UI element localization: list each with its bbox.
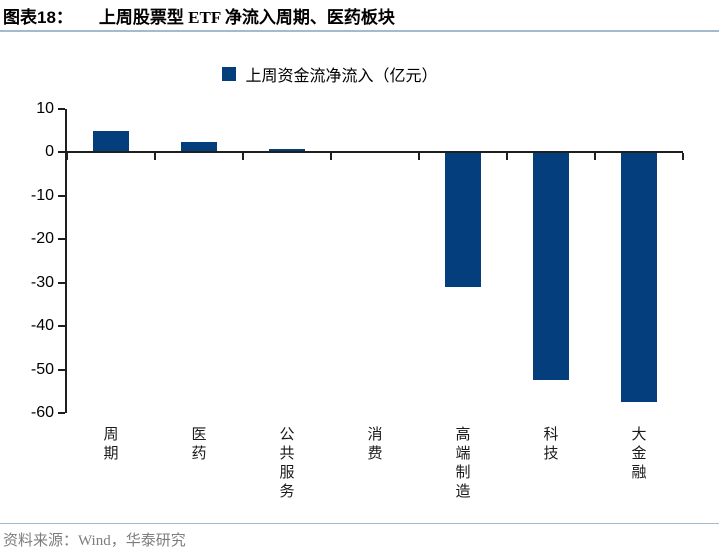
chart-bar (533, 152, 569, 381)
y-axis-line (65, 109, 67, 413)
y-axis-tick-label: -20 (30, 230, 54, 248)
x-axis-category-label: 大金融 (631, 427, 647, 481)
chart-legend: 上周资金流净流入（亿元） (0, 62, 660, 86)
x-axis-line (65, 151, 683, 154)
y-axis-tick (58, 108, 65, 110)
y-axis-tick-label: -60 (30, 404, 54, 421)
x-axis-tick (682, 153, 684, 161)
chart-bar (269, 148, 305, 153)
chart-bar (621, 152, 657, 403)
legend-marker-icon (222, 67, 237, 81)
y-axis-tick-label: -40 (30, 317, 54, 335)
chart-bar (93, 130, 129, 153)
x-axis-tick (506, 153, 508, 161)
y-axis-tick-label: 10 (36, 100, 54, 117)
x-axis-category-label: 科技 (543, 427, 559, 462)
y-axis-tick (58, 412, 65, 414)
x-axis-category-label: 公共服务 (279, 427, 295, 500)
y-axis-tick-label: -30 (30, 273, 54, 291)
y-axis-tick-label: -50 (30, 360, 54, 378)
x-axis-category-label: 医药 (191, 427, 207, 462)
x-axis-category-label: 消费 (367, 427, 383, 462)
legend-label: 上周资金流净流入（亿元） (245, 68, 438, 85)
figure-header: 图表18： 上周股票型 ETF 净流入周期、医药板块 (3, 3, 395, 28)
x-axis-tick (594, 153, 596, 161)
title-divider (0, 30, 719, 32)
x-axis-tick (330, 153, 332, 161)
x-axis-category-label: 周期 (103, 427, 119, 462)
chart-bar (181, 141, 217, 153)
footer-divider (0, 523, 719, 524)
y-axis-tick (58, 238, 65, 241)
x-axis-tick (418, 153, 420, 161)
x-axis-tick (242, 153, 244, 161)
figure-title: 上周股票型 ETF 净流入周期、医药板块 (98, 8, 395, 27)
y-axis-tick (58, 368, 65, 371)
y-axis-tick (58, 194, 65, 197)
y-axis-tick (58, 281, 65, 284)
x-axis-category-label: 高端制造 (455, 427, 471, 500)
y-axis-tick-label: 0 (45, 143, 54, 161)
y-axis-tick (58, 151, 65, 154)
x-axis-tick (66, 153, 68, 161)
source-note: 资料来源：Wind，华泰研究 (3, 533, 186, 549)
figure-number-label: 图表18： (3, 8, 73, 27)
chart-bar (445, 152, 481, 288)
x-axis-tick (154, 153, 156, 161)
y-axis-tick-label: -10 (30, 186, 54, 204)
y-axis-tick (58, 325, 65, 328)
